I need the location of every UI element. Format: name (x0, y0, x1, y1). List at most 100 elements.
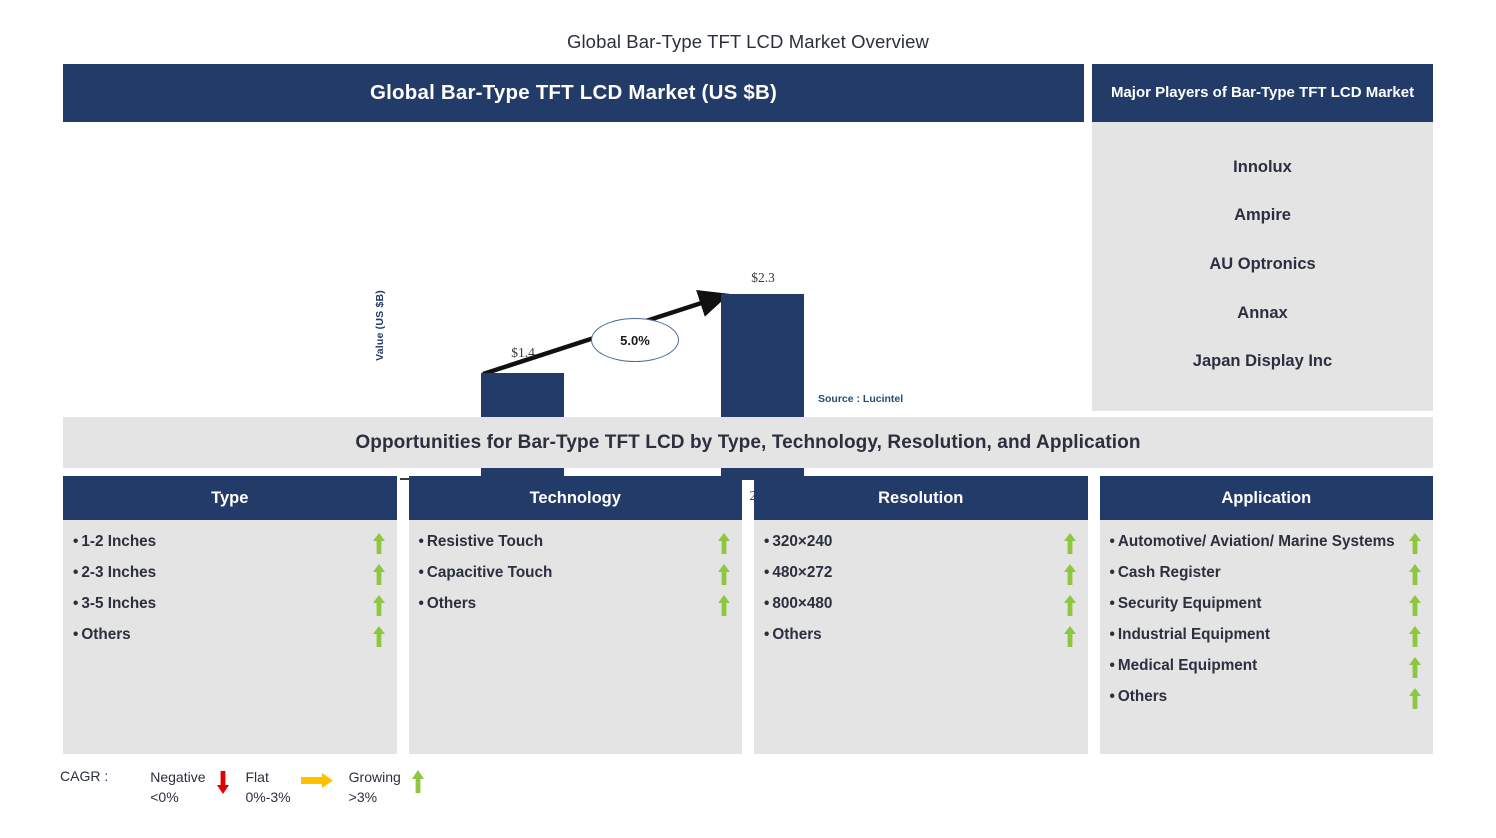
item-label: • Others (1109, 688, 1168, 705)
legend-negative-range: <0% (150, 789, 179, 806)
legend-item-negative: Negative <0% (150, 766, 239, 808)
item-text: 1-2 Inches (81, 533, 157, 550)
arrow-up-icon (410, 766, 426, 798)
list-item: • 1-2 Inches (73, 532, 387, 559)
column-header: Resolution (754, 476, 1088, 520)
list-item: • Others (764, 625, 1078, 652)
legend-flat-text: Flat 0%-3% (246, 766, 291, 808)
column-type: Type • 1-2 Inches • 2-3 Inches • 3-5 Inches… (63, 476, 397, 754)
arrow-up-icon (716, 594, 732, 618)
arrow-up-icon (716, 563, 732, 587)
item-text: Capacitive Touch (426, 564, 553, 581)
list-item: • Others (1110, 687, 1424, 714)
item-text: Automotive/ Aviation/ Marine Systems (1117, 533, 1395, 550)
market-chart-panel: Global Bar-Type TFT LCD Market (US $B) V… (63, 64, 1084, 503)
item-text: Cash Register (1117, 564, 1221, 581)
arrow-up-icon (1407, 594, 1423, 618)
arrow-down-icon (215, 766, 231, 798)
arrow-up-icon (1062, 594, 1078, 618)
players-panel-header: Major Players of Bar-Type TFT LCD Market (1092, 64, 1433, 122)
cagr-legend: CAGR : Negative <0% Flat 0%-3% Growing >… (60, 766, 441, 808)
arrow-up-icon (1062, 532, 1078, 556)
item-text: Others (772, 626, 822, 643)
arrow-right-icon (300, 766, 334, 796)
page-title: Global Bar-Type TFT LCD Market Overview (566, 31, 929, 52)
list-item: Annax (1237, 303, 1288, 322)
item-label: • Others (764, 626, 822, 643)
item-text: 3-5 Inches (81, 595, 157, 612)
item-text: Industrial Equipment (1117, 626, 1270, 643)
arrow-up-icon (1062, 625, 1078, 649)
arrow-up-icon (371, 532, 387, 556)
column-resolution: Resolution • 320×240 • 480×272 • 800×480 • O… (754, 476, 1088, 754)
item-text: 320×240 (772, 533, 833, 550)
item-label: • 320×240 (764, 533, 833, 550)
arrow-up-icon (1407, 532, 1423, 556)
item-text: Others (426, 595, 477, 612)
item-text: Others (81, 626, 131, 643)
legend-title: CAGR : (60, 768, 109, 784)
arrow-up-icon (716, 532, 732, 556)
list-item: • 3-5 Inches (73, 594, 387, 621)
item-label: • Cash Register (1109, 564, 1221, 581)
opportunities-columns: Type • 1-2 Inches • 2-3 Inches • 3-5 Inches… (63, 476, 1433, 754)
column-body: • Automotive/ Aviation/ Marine Systems • C… (1100, 520, 1434, 754)
item-text: Others (1117, 688, 1168, 705)
players-list: Innolux Ampire AU Optronics Annax Japan … (1092, 122, 1433, 411)
item-label: • Industrial Equipment (1109, 626, 1270, 643)
item-label: • 800×480 (764, 595, 833, 612)
list-item: • 2-3 Inches (73, 563, 387, 590)
column-body: • 320×240 • 480×272 • 800×480 • Others (754, 520, 1088, 754)
legend-item-flat: Flat 0%-3% (246, 766, 343, 808)
list-item: • 320×240 (764, 532, 1078, 559)
legend-negative-text: Negative <0% (150, 766, 205, 808)
column-header: Technology (408, 476, 742, 520)
item-text: Medical Equipment (1117, 657, 1258, 674)
item-label: • Medical Equipment (1109, 657, 1258, 674)
column-body: • 1-2 Inches • 2-3 Inches • 3-5 Inches • Oth… (63, 520, 397, 754)
legend-growing-range: >3% (348, 789, 378, 806)
chart-y-axis-label: Value (US $B) (374, 290, 386, 361)
list-item: Innolux (1233, 157, 1292, 176)
list-item: • Resistive Touch (419, 532, 733, 559)
item-text: Security Equipment (1117, 595, 1262, 612)
arrow-up-icon (1407, 687, 1423, 711)
list-item: • Others (73, 625, 387, 652)
source-note: Source : Lucintel (818, 393, 904, 405)
arrow-up-icon (1407, 563, 1423, 587)
bar-value-2026: $1.4 (511, 345, 535, 360)
list-item: Japan Display Inc (1192, 352, 1333, 371)
column-header: Type (63, 476, 397, 520)
item-label: • Capacitive Touch (418, 564, 553, 581)
major-players-panel: Major Players of Bar-Type TFT LCD Market… (1092, 64, 1433, 411)
chart-panel-header: Global Bar-Type TFT LCD Market (US $B) (63, 64, 1084, 122)
item-text: 800×480 (772, 595, 833, 612)
bar-value-2035: $2.3 (751, 270, 775, 285)
item-label: • Resistive Touch (418, 533, 544, 550)
list-item: • Medical Equipment (1110, 656, 1424, 683)
item-text: 2-3 Inches (81, 564, 157, 581)
arrow-up-icon (1062, 563, 1078, 587)
legend-growing-name: Growing (348, 769, 401, 785)
item-label: • Security Equipment (1109, 595, 1262, 612)
item-label: • Automotive/ Aviation/ Marine Systems (1109, 533, 1395, 550)
item-text: 480×272 (772, 564, 833, 581)
list-item: AU Optronics (1209, 254, 1316, 273)
item-label: • 2-3 Inches (73, 564, 157, 581)
column-technology: Technology • Resistive Touch • Capacitive … (408, 476, 742, 754)
list-item: • Capacitive Touch (419, 563, 733, 590)
list-item: • Cash Register (1110, 563, 1424, 590)
column-application: Application • Automotive/ Aviation/ Marin… (1099, 476, 1434, 754)
list-item: • Industrial Equipment (1110, 625, 1424, 652)
column-header: Application (1099, 476, 1433, 520)
arrow-up-icon (1407, 656, 1423, 680)
arrow-up-icon (371, 594, 387, 618)
arrow-up-icon (371, 563, 387, 587)
list-item: • Others (419, 594, 733, 621)
item-label: • Others (418, 595, 477, 612)
item-label: • Others (73, 626, 131, 643)
item-label: • 3-5 Inches (73, 595, 157, 612)
opportunities-banner: Opportunities for Bar-Type TFT LCD by Ty… (63, 417, 1433, 468)
list-item: • Automotive/ Aviation/ Marine Systems (1110, 532, 1424, 559)
cagr-value-badge: 5.0% (591, 318, 679, 362)
